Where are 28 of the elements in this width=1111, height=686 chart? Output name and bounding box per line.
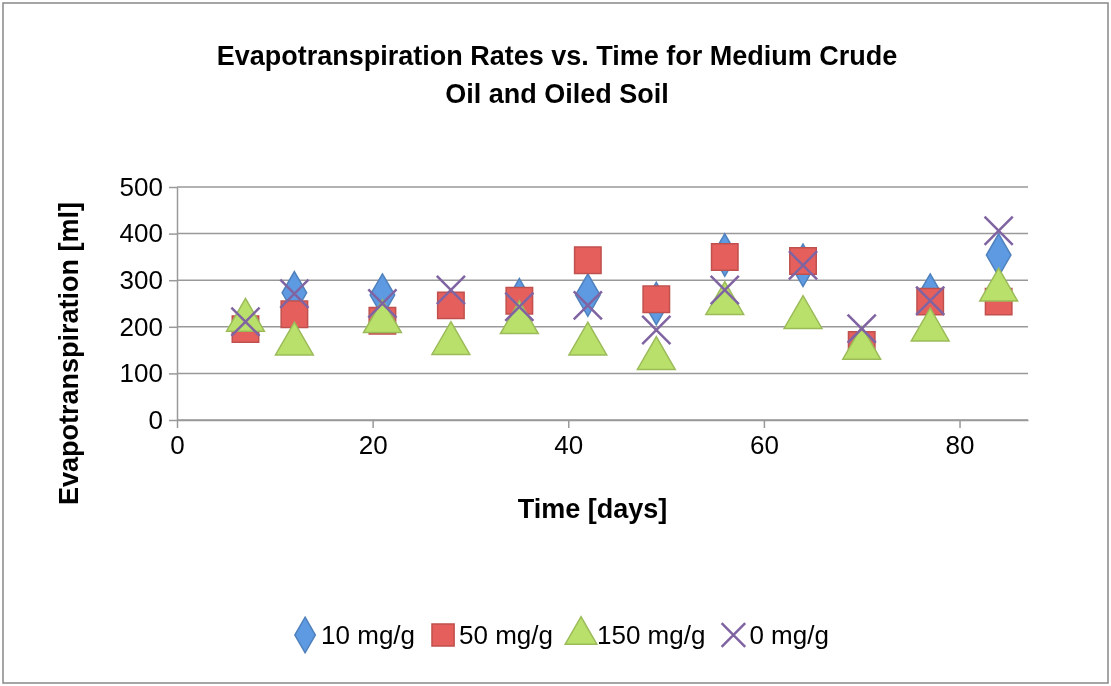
- point: [279, 278, 310, 310]
- point: [640, 314, 672, 346]
- point: [572, 290, 604, 321]
- legend-label: 150 mg/g: [597, 620, 706, 650]
- y-tick-label: 0: [148, 404, 163, 435]
- y-tick-label: 400: [119, 218, 163, 249]
- point: [642, 285, 671, 314]
- point: [436, 291, 465, 320]
- legend-label: 10 mg/g: [321, 620, 416, 650]
- x-tick-label: 0: [170, 430, 185, 461]
- x-axis-title: Time [days]: [517, 494, 668, 524]
- chart-title: Evapotranspiration Rates vs. Time for Medium Crude Oil and Oiled Soil: [216, 41, 898, 109]
- x-tick-label: 60: [749, 430, 779, 461]
- point: [983, 215, 1014, 247]
- y-tick-label: 300: [119, 265, 163, 296]
- x-tick-label: 20: [358, 430, 388, 461]
- x-tick-label: 80: [945, 430, 975, 461]
- x-tick-label: 40: [554, 430, 584, 461]
- y-tick-label: 200: [119, 311, 163, 342]
- point: [710, 242, 739, 271]
- y-tick-label: 100: [119, 358, 163, 389]
- point: [280, 300, 309, 329]
- legend-label: 0 mg/g: [749, 620, 829, 650]
- point: [435, 274, 467, 306]
- y-tick-label: 500: [119, 171, 163, 202]
- legend-label: 50 mg/g: [459, 620, 553, 650]
- y-axis-title: Evapotranspiration [ml]: [54, 201, 84, 506]
- point: [573, 246, 602, 275]
